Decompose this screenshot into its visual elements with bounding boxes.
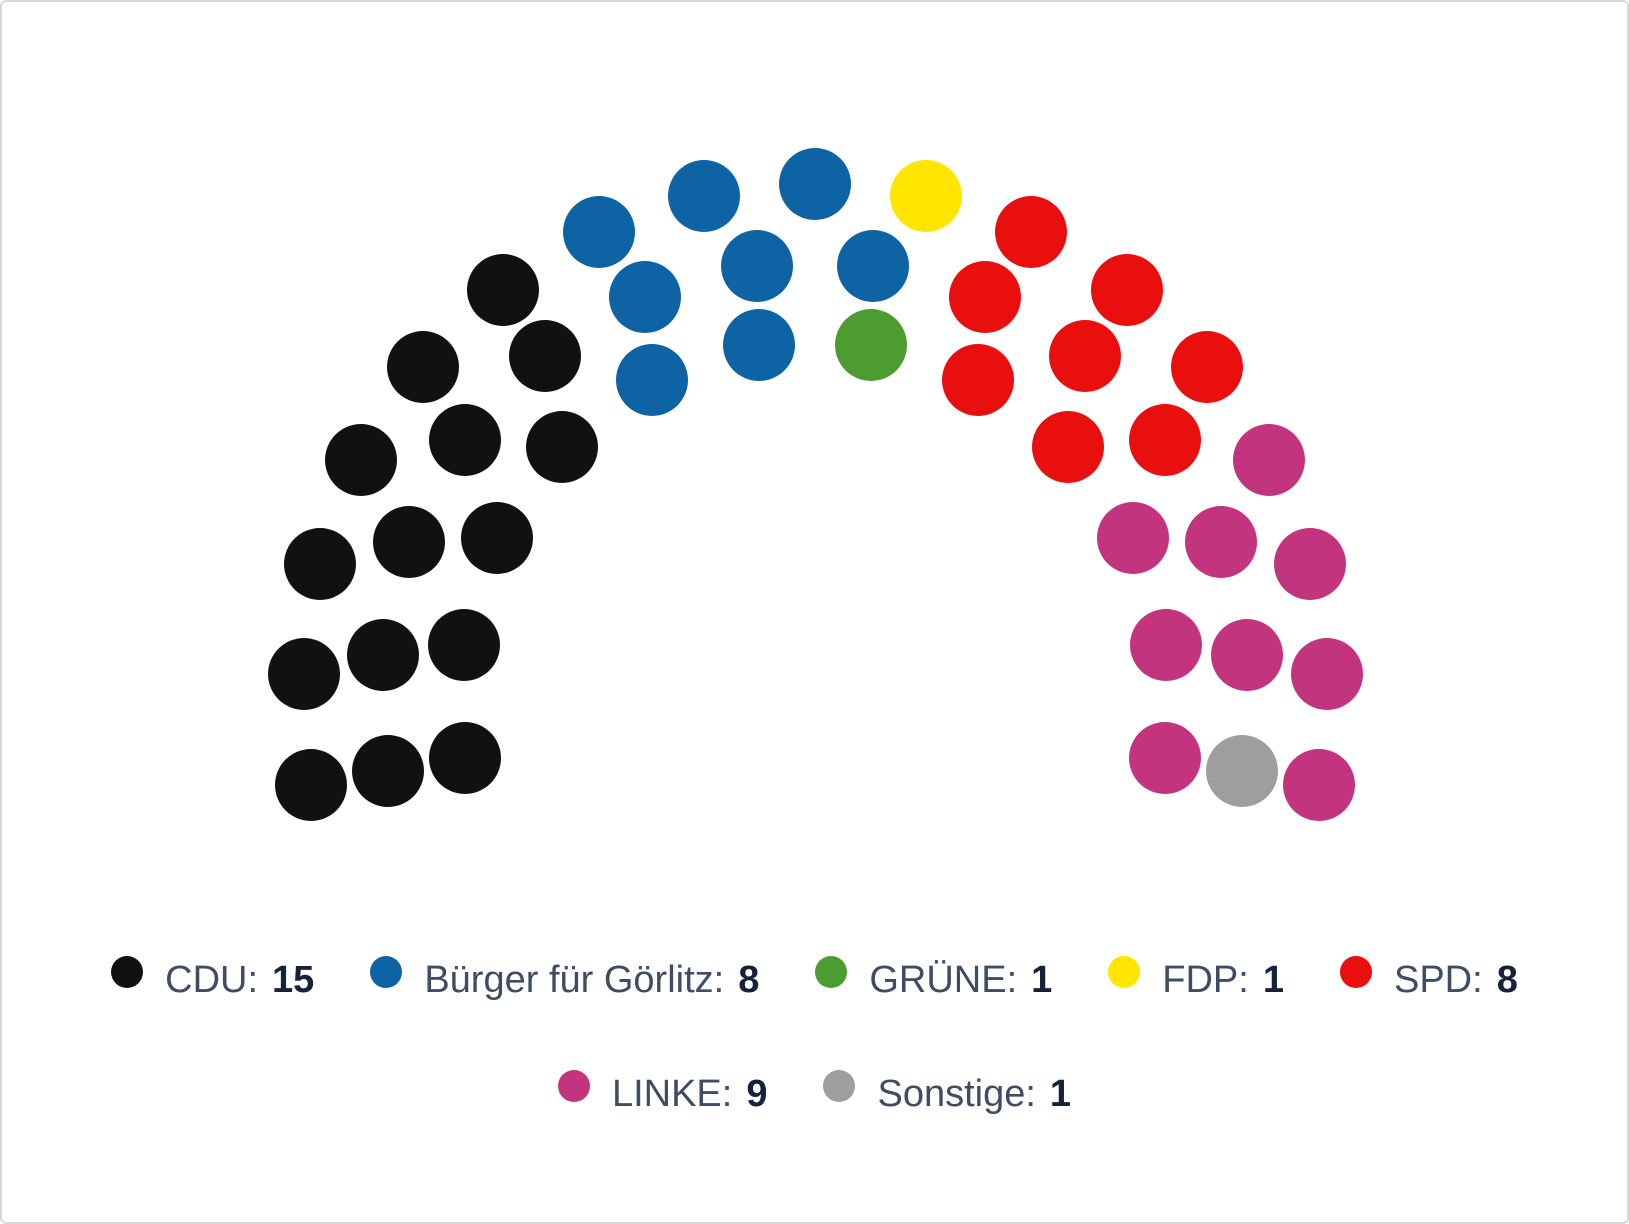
seat-dot [1091, 254, 1163, 326]
seat-dot [1233, 424, 1305, 496]
legend-item: CDU: 15 [111, 956, 315, 1002]
chart-legend: CDU: 15 Bürger für Görlitz: 8 GRÜNE: 1 FDP: 1 SP… [2, 952, 1627, 1122]
seat-dot [284, 528, 356, 600]
legend-item: Bürger für Görlitz: 8 [370, 956, 760, 1002]
legend-item: SPD: 8 [1339, 956, 1518, 1002]
seat-dot [995, 196, 1067, 268]
legend-swatch-dot-icon [1108, 956, 1141, 988]
legend-seat-count: 15 [272, 958, 315, 1001]
seat-dot [1211, 619, 1283, 691]
seat-dot [347, 619, 419, 691]
seat-dot [949, 261, 1021, 333]
legend-seat-count: 1 [1262, 958, 1284, 1001]
seat-dot [835, 309, 907, 381]
seat-dot [1291, 638, 1363, 710]
legend-item: LINKE: 9 [557, 1070, 768, 1116]
legend-seat-count: 1 [1031, 958, 1053, 1001]
legend-party-label: Sonstige: [877, 1072, 1036, 1115]
seat-dot [1129, 404, 1201, 476]
seat-dot [352, 735, 424, 807]
legend-party-label: Bürger für Görlitz: [424, 958, 725, 1001]
legend-seat-count: 9 [746, 1072, 768, 1115]
seat-dot [1130, 609, 1202, 681]
seat-dot [668, 160, 740, 232]
seat-dot [563, 196, 635, 268]
seat-dot [325, 424, 397, 496]
legend-swatch-dot-icon [370, 956, 403, 988]
seat-dot [429, 722, 501, 794]
seat-dot [275, 749, 347, 821]
seat-dot [779, 148, 851, 220]
legend-swatch-dot-icon [823, 1070, 856, 1102]
seat-dot [609, 261, 681, 333]
seat-dot [1129, 722, 1201, 794]
seat-dot [387, 331, 459, 403]
seat-dot [1049, 320, 1121, 392]
seat-dot [721, 230, 793, 302]
seat-dot [526, 411, 598, 483]
seat-dot [890, 160, 962, 232]
seat-dot [467, 254, 539, 326]
seat-dot [1206, 735, 1278, 807]
legend-seat-count: 1 [1049, 1072, 1072, 1115]
seat-dot [837, 230, 909, 302]
legend-seat-count: 8 [738, 958, 760, 1001]
legend-swatch-dot-icon [111, 956, 144, 988]
legend-party-label: GRÜNE: [869, 958, 1018, 1001]
seat-dot [1185, 506, 1257, 578]
legend-swatch-dot-icon [1339, 956, 1372, 988]
seat-dot [268, 638, 340, 710]
legend-seat-count: 8 [1496, 958, 1518, 1001]
seat-dot [509, 320, 581, 392]
seat-dot [428, 609, 500, 681]
legend-party-label: CDU: [165, 958, 259, 1001]
seat-dot [1274, 528, 1346, 600]
legend-swatch-dot-icon [557, 1070, 590, 1102]
seat-dot [429, 404, 501, 476]
legend-row: LINKE: 9 Sonstige: 1 [2, 1066, 1627, 1122]
seat-dot [723, 309, 795, 381]
seat-dot [616, 344, 688, 416]
legend-item: Sonstige: 1 [823, 1070, 1072, 1116]
legend-item: FDP: 1 [1108, 956, 1284, 1002]
seat-dot [373, 506, 445, 578]
legend-item: GRÜNE: 1 [815, 956, 1053, 1002]
legend-party-label: LINKE: [611, 1072, 733, 1115]
seat-dot [1283, 749, 1355, 821]
legend-row: CDU: 15 Bürger für Görlitz: 8 GRÜNE: 1 FDP: 1 SP… [2, 952, 1627, 1008]
seat-dot [1032, 411, 1104, 483]
legend-swatch-dot-icon [815, 956, 848, 988]
legend-party-label: SPD: [1393, 958, 1483, 1001]
legend-party-label: FDP: [1162, 958, 1249, 1001]
seat-dot [1171, 331, 1243, 403]
seat-dot [1097, 502, 1169, 574]
seat-dot [942, 344, 1014, 416]
seat-dot [461, 502, 533, 574]
